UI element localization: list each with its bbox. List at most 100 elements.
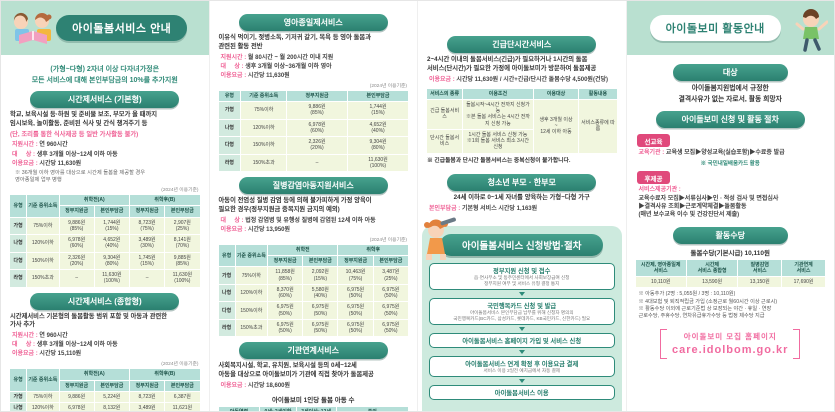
table-row: 라형 150%초과 6,975원 (50%) 6,975원 (50%) 6,975원 (… <box>217 318 410 338</box>
flow-step-3: 아이돌봄서비스 홈페이지 가입 및 서비스 신청 <box>429 332 615 348</box>
section-urgent-shorttime: 긴급단시간서비스 <box>447 36 597 53</box>
comprehensive-rate-table: 유형 기준 중위소득 취학전(A) 취학후(B) 정부지원금 본인부담금 정부지원금 본인부담… <box>8 368 201 411</box>
bullet-label: 이용요금 : <box>12 351 38 358</box>
table-row: 나형 120%이하 6,978원 (60%) 4,652원 (40%) 3,489원 (… <box>8 234 201 253</box>
recruit-homepage-label: 아이돌보미 모집 홈페이지 <box>683 332 777 342</box>
bullet-label: 이용요금 : <box>220 226 247 233</box>
table-header-cell: 라형 <box>8 269 28 288</box>
table-header-row: 유형 기준 중위소득 취학전 취학후 <box>217 243 409 268</box>
table-header-cell: 유형 <box>8 194 28 218</box>
table-cell: 9,304원 (80%) <box>347 136 409 155</box>
flow-step-4: 아이돌봄서비스 연계 확정 후 이용요금 결제 서비스 이용 2일전 예치금에서… <box>429 355 615 377</box>
illness-caption: (2024년 이용기준) <box>369 237 407 243</box>
table-header-cell: 취학후 <box>337 243 409 257</box>
table-cell: 6,975원 (50%) <box>302 301 339 320</box>
table-cell: 1,744원 (15%) <box>347 101 409 120</box>
table-cell: 9,304원 (80%) <box>93 251 130 270</box>
education-note: ※ 국민내일배움카드 활용 <box>700 160 760 167</box>
table-header-cell: 취학전 <box>267 243 339 257</box>
table-cell: 120%이하 <box>26 234 60 253</box>
bullet-fee: 이용요금 : 시간당 11,630원 / 시간+긴급/단시간 돌봄수당 4,50… <box>429 76 618 84</box>
illness-rate-table: 유형 기준 중위소득 취학전 취학후 정부지원금 본인부담금 정부지원금 본인부담금 가형 75%… <box>217 243 410 338</box>
table-header-cell: 다형 <box>8 251 28 270</box>
table-cell: 6,975원 (50%) <box>267 318 304 338</box>
bullet-text: 법정 감염병 및 유행성 질병에 감염된 12세 이하 아동 <box>245 217 376 224</box>
institution-table: 아동연령0세~2세이하3세이상~12세주의아이돌보미 1인당 돌봄 아동 수최대… <box>217 406 410 411</box>
table-header-cell: 기준 중위소득 <box>26 194 60 218</box>
table-cell: 6,975원 (50%) <box>337 301 374 320</box>
bullet-fee: 이용요금 : 시간당 11,630원 <box>12 160 201 168</box>
table-header-cell: 기관연계 서비스 <box>781 258 826 278</box>
table-header-cell: 유형 <box>8 368 28 392</box>
table-cell: 9,886원 <box>58 390 95 404</box>
table-cell: 10,110원 <box>634 276 687 289</box>
basic-desc-caution: (단, 조리를 통한 식사제공 등 일반 가사활동 불가) <box>10 130 139 138</box>
bullet-text: 시간당 11,630원 / 시간+긴급/단시간 돌봄수당 4,500원(건당) <box>456 76 608 83</box>
table-cell: 3,487원 (25%) <box>372 266 410 285</box>
table-header-cell: 정부지원금 <box>58 379 95 392</box>
table-row: 가형 75%이하 9,886원 5,224원 8,723원 6,387원 <box>8 390 201 404</box>
table-header-cell: 라형 <box>217 318 236 338</box>
table-header-row: 정부지원금 본인부담금 정부지원금 본인부담금 <box>218 255 410 268</box>
table-cell: 11,630원 (100%) <box>93 269 130 288</box>
flow-step-sub: 읍·면사무소 및 동주민센터에서 사회보장급여 신청 정부지원 여부 및 서비스… <box>474 274 570 286</box>
institution-desc: 사회복지시설, 학교, 유치원, 보육시설 등의 0세~12세 아동을 대상으로… <box>218 362 374 379</box>
flow-arrow-icon <box>518 349 525 354</box>
recruit-homepage-footer: 아이돌보미 모집 홈페이지 care.idolbom.go.kr <box>635 328 827 359</box>
illness-desc: 아동이 전염성 질병 감염 등에 의해 불가피하게 가정 양육이 필요한 경우(… <box>218 197 372 213</box>
section-caregiver-procedure: 아이돌보미 신청 및 활동 절차 <box>655 110 805 128</box>
bullet-target: 대 상 : 생후 3개월 이상~36개월 이하 영아 <box>221 63 410 71</box>
table-row: 다형 150%이하 2,326원 (20%) 9,304원 (80%) 1,745원 (… <box>8 251 201 270</box>
table-cell: 1,745원 (15%) <box>128 251 166 270</box>
table-header-row: 유형 기준 중위소득 정부지원금 본인부담금 <box>217 89 409 103</box>
table-cell: 6,978원 (60%) <box>286 118 349 138</box>
table-cell: 8,370원 (60%) <box>267 283 304 303</box>
table-cell: 서비스종류에 따름 <box>578 98 618 154</box>
bullet-label: 대 상 : <box>12 151 36 158</box>
table-header-cell: 본인부담금 <box>164 379 201 392</box>
table-cell: – <box>58 269 95 288</box>
allowance-note: ※ 4대보험 및 퇴직적립금 가입 (소정근로 월60시간 이상 근로시) <box>638 298 778 305</box>
flow-arrow-icon <box>518 326 525 331</box>
table-cell: 9,886원 (85%) <box>286 101 349 120</box>
flow-step-sub: 서비스 이용 2일전 예치금에서 자동 결제 <box>483 367 561 373</box>
table-header-cell: 라형 <box>217 153 242 173</box>
children-reading-illustration <box>13 12 52 44</box>
bullet-label: 본인부담금 : <box>429 205 461 212</box>
table-cell: 6,975원 (50%) <box>372 283 410 303</box>
table-header-cell: 활동내용 <box>578 87 618 100</box>
flow-step-5: 아이돌봄서비스 이용 <box>429 384 615 400</box>
table-cell: 150%이하 <box>26 251 60 270</box>
bullet-support-hours: 지원시간 : 연 960시간 <box>12 141 201 149</box>
table-cell: 긴급 돌봄서비스 <box>425 98 464 130</box>
line-label: 교육기관 : <box>638 150 665 157</box>
table-header-cell: 이용조건 <box>462 87 534 100</box>
bullet-target: 대 상 : 법정 감염병 및 유행성 질병에 감염된 12세 이하 아동 <box>221 217 410 225</box>
bullet-label: 지원시간 : <box>12 142 38 149</box>
table-cell: 3,489원 (30%) <box>128 234 166 253</box>
section-comprehensive-hourly: 시간제서비스 (종합형) <box>30 292 180 310</box>
table-cell: 150%이하 <box>240 136 288 155</box>
flow-step-1: 정부지원 신청 및 접수 읍·면사무소 및 동주민센터에서 사회보장급여 신청 … <box>429 262 615 290</box>
table-header-cell: 가형 <box>8 216 28 235</box>
education-line: 교육기관 : 교육생 모집▶양성교육(실습포함)▶수료증 발급 <box>639 149 827 157</box>
panel-infant-illness-institution: 영아종일제서비스 이유식 먹이기, 젖병소독, 기저귀 갈기, 목욕 등 영아 … <box>208 1 418 411</box>
table-cell: 6,975원 (50%) <box>337 318 374 338</box>
flow-step-title: 아이돌봄서비스 이용 <box>494 389 549 397</box>
table-header-cell: 정부지원금 <box>58 205 95 218</box>
table-header-cell: 정부지원금 <box>337 255 374 268</box>
panel1-header-band: 아이돌봄서비스 안내 <box>1 1 209 55</box>
institution-table-title: 아이돌보미 1인당 돌봄 아동 수 <box>271 397 355 405</box>
bullet-text: 생후 3개월 이상~12세 이하 아동 <box>36 342 118 349</box>
bullet-target: 대 상 : 생후 3개월 이상~12세 이하 아동 <box>12 151 201 159</box>
table-row: 나형 120%이하 6,978원 8,132원 3,489원 11,621원 <box>8 402 201 411</box>
table-header-cell: 시간제, 영아종일제 서비스 <box>634 258 687 278</box>
section-allowance: 활동수당 <box>672 226 788 244</box>
table-row: 라형 150%초과 –11,630원 (100%) –11,630원 (100%) <box>8 269 201 288</box>
table-row: 나형 120%이하 6,978원 (60%) 4,652원 (40%) <box>217 118 409 138</box>
infant-desc: 이유식 먹이기, 젖병소독, 기저귀 갈기, 목욕 등 영아 돌봄과 관련된 활… <box>218 34 372 50</box>
panel-caregiver-guide: 아이돌보미 활동안내 대상 아이돌봄지원법에서 규정한 결격사유가 없는 자로서… <box>625 1 834 411</box>
table-cell: 11,858원 (85%) <box>267 266 304 285</box>
table-cell: – <box>128 269 166 288</box>
table-cell: 150%초과 <box>234 318 269 338</box>
